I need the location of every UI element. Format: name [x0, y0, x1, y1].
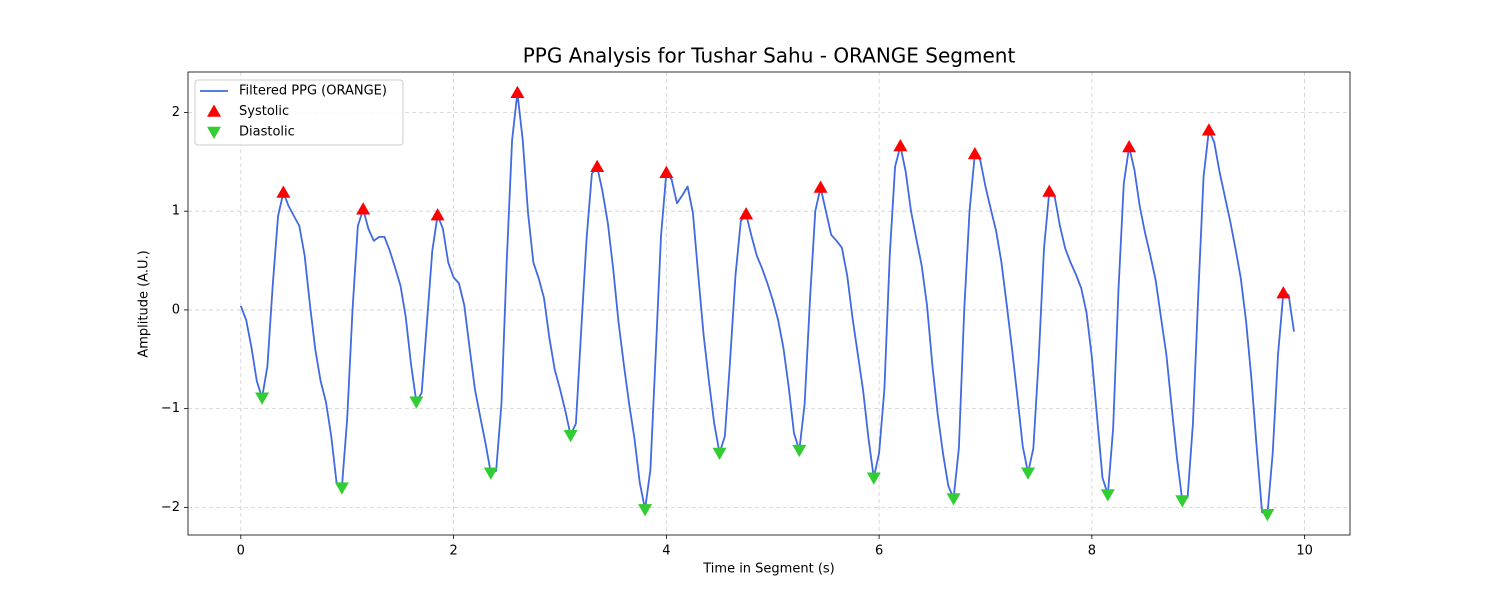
legend-label: Filtered PPG (ORANGE) [239, 84, 387, 99]
x-tick-label: 4 [662, 544, 670, 559]
legend-box [194, 79, 404, 146]
marker [430, 208, 445, 221]
x-tick-label: 8 [1088, 544, 1096, 559]
marker [483, 467, 498, 480]
plot-area [239, 85, 1295, 522]
legend: Filtered PPG (ORANGE) Systolic Diastolic [194, 79, 404, 146]
marker [866, 472, 881, 485]
legend-label: Diastolic [239, 125, 295, 140]
marker [590, 159, 605, 173]
x-tick-label: 0 [237, 544, 245, 559]
marker [510, 85, 525, 98]
marker [1201, 123, 1216, 136]
marker [1042, 184, 1057, 197]
marker [255, 392, 270, 405]
axes-frame [187, 71, 1351, 536]
legend-marker [207, 126, 221, 139]
legend-label: Systolic [239, 104, 289, 119]
marker [813, 180, 828, 193]
marker [409, 396, 424, 409]
x-axis-label: Time in Segment (s) [702, 562, 834, 577]
marker [659, 165, 674, 178]
legend-marker [207, 104, 221, 117]
marker [1175, 495, 1190, 508]
y-tick-label: −1 [161, 401, 180, 416]
marker [1100, 489, 1115, 502]
marker [1260, 509, 1275, 522]
marker [1021, 467, 1036, 480]
chart-title: PPG Analysis for Tushar Sahu - ORANGE Se… [523, 44, 1016, 68]
marker [1276, 286, 1291, 299]
marker [638, 504, 653, 517]
marker [334, 482, 349, 495]
x-tick-label: 6 [875, 544, 883, 559]
marker [1122, 140, 1137, 153]
marker [356, 202, 371, 215]
y-tick-label: 2 [172, 105, 180, 120]
marker [946, 493, 961, 506]
marker [893, 139, 908, 152]
marker [712, 447, 727, 461]
y-tick-label: 0 [172, 302, 180, 317]
marker [967, 146, 982, 160]
y-tick-label: −2 [161, 500, 180, 515]
x-tick-label: 2 [449, 544, 457, 559]
y-axis-label: Amplitude (A.U.) [137, 250, 152, 357]
marker [276, 185, 291, 198]
marker [739, 207, 754, 220]
grid [188, 72, 1350, 535]
x-tick-label: 10 [1296, 544, 1313, 559]
marker [792, 444, 807, 458]
axes: 0 2 4 6 8 10 −2 −1 0 1 2 [161, 105, 1313, 559]
marker [563, 430, 578, 443]
y-tick-label: 1 [172, 204, 180, 219]
